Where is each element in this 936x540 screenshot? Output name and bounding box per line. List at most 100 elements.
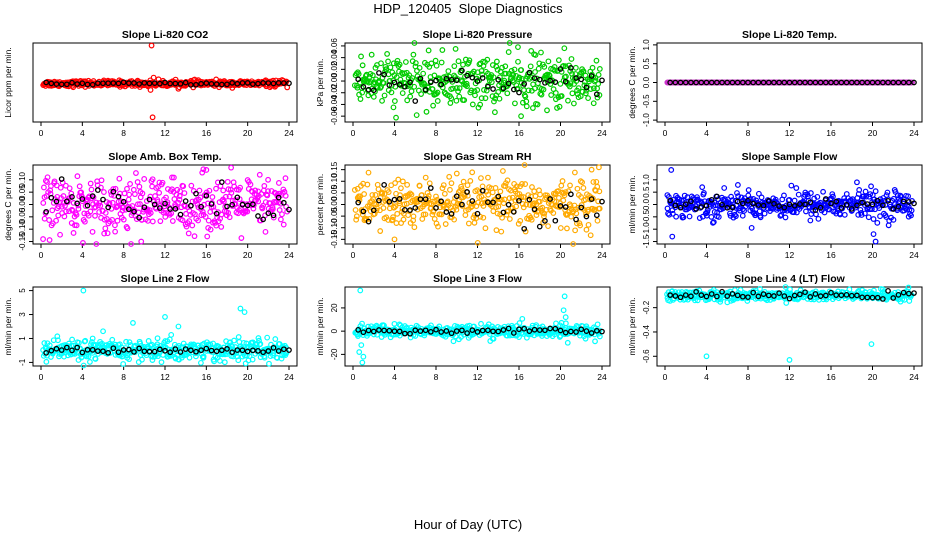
data-point <box>275 180 282 186</box>
median-point <box>141 204 148 211</box>
data-point <box>125 196 132 203</box>
data-point <box>535 65 542 72</box>
median-point <box>885 79 891 86</box>
data-point <box>458 186 465 192</box>
data-point <box>430 102 437 109</box>
data-point <box>781 192 787 199</box>
data-point <box>829 191 836 197</box>
data-point <box>404 181 411 188</box>
median-point <box>151 201 158 208</box>
data-point <box>435 223 441 230</box>
data-point <box>55 203 62 210</box>
data-point <box>237 184 244 191</box>
data-point <box>74 173 81 180</box>
data-point <box>407 93 414 100</box>
data-point <box>373 207 380 214</box>
median-point <box>365 218 372 225</box>
median-point <box>568 65 574 71</box>
data-point <box>104 230 111 237</box>
data-point <box>731 211 738 218</box>
median-point <box>286 206 292 213</box>
median-point <box>391 79 398 86</box>
median-point <box>812 79 819 86</box>
y-tick-label: -20 <box>330 348 339 360</box>
median-point <box>422 196 429 203</box>
data-point <box>481 86 487 93</box>
data-point <box>865 214 872 221</box>
data-point <box>453 97 460 104</box>
data-point <box>197 359 204 366</box>
x-tick-label: 0 <box>351 250 356 260</box>
data-point <box>135 209 142 216</box>
data-point <box>439 185 446 192</box>
data-point <box>441 190 448 197</box>
data-point <box>594 217 601 224</box>
y-tick-label: 0.5 <box>642 186 651 198</box>
data-point <box>466 57 473 64</box>
data-point <box>154 335 161 342</box>
data-point <box>236 339 243 345</box>
data-point <box>411 83 418 90</box>
page-title: HDP_120405 Slope Diagnostics <box>373 1 563 16</box>
median-point <box>355 76 362 83</box>
median-point <box>911 79 917 86</box>
data-point <box>213 222 220 229</box>
data-point-outlier <box>360 353 367 360</box>
x-tick-label: 0 <box>663 250 668 260</box>
data-point-outlier <box>147 87 154 93</box>
x-tick-label: 12 <box>473 128 483 138</box>
data-point <box>575 85 582 92</box>
data-point <box>423 108 430 115</box>
data-point <box>118 198 124 205</box>
y-tick-label: 0.0 <box>642 198 651 210</box>
data-point <box>359 89 366 96</box>
data-point <box>359 62 366 69</box>
median-point <box>583 213 590 220</box>
data-point <box>438 59 445 66</box>
panel-5: Slope Gas Stream RH percent per min. 0 4 8 12… <box>315 151 611 260</box>
data-point <box>149 218 156 225</box>
x-tick-label: 12 <box>160 128 170 138</box>
data-point <box>472 92 478 99</box>
data-point <box>777 212 784 219</box>
data-point <box>596 92 603 98</box>
data-point <box>220 187 227 194</box>
data-point <box>102 225 109 232</box>
data-point <box>210 219 216 226</box>
panel-3: Slope Li-820 Temp. degrees C per min. 0 4 8 1… <box>627 29 923 138</box>
median-point <box>599 77 605 84</box>
median-point <box>74 81 81 87</box>
y-tick-label: 0.05 <box>18 184 27 200</box>
x-tick-label: 4 <box>392 128 397 138</box>
data-point <box>126 191 133 198</box>
data-point <box>561 192 568 199</box>
y-tick-label: 5 <box>18 288 27 293</box>
median-point <box>381 71 387 78</box>
panel-8: Slope Line 3 Flow ml/min per min. 0 4 8 12 16 2… <box>315 273 611 382</box>
data-point <box>255 198 262 205</box>
data-point <box>560 197 567 204</box>
median-point <box>469 198 476 204</box>
data-point <box>444 198 451 205</box>
x-tick-label: 8 <box>746 250 751 260</box>
data-point <box>422 174 429 181</box>
y-axis-label: degrees C per min. <box>3 168 13 240</box>
data-point <box>592 338 598 345</box>
data-point <box>692 203 699 209</box>
y-tick-label: 0.00 <box>330 73 339 89</box>
median-point <box>698 79 705 86</box>
median-point <box>552 217 559 224</box>
data-point <box>830 193 836 200</box>
data-point <box>562 63 569 70</box>
data-point <box>88 186 95 193</box>
median-point <box>187 202 194 209</box>
data-point <box>81 210 88 217</box>
median-point <box>110 80 117 86</box>
median-point <box>249 81 256 87</box>
data-point <box>60 193 67 199</box>
data-point <box>272 199 279 206</box>
median-point <box>146 196 153 203</box>
median-point <box>125 206 132 213</box>
data-point <box>567 80 574 87</box>
